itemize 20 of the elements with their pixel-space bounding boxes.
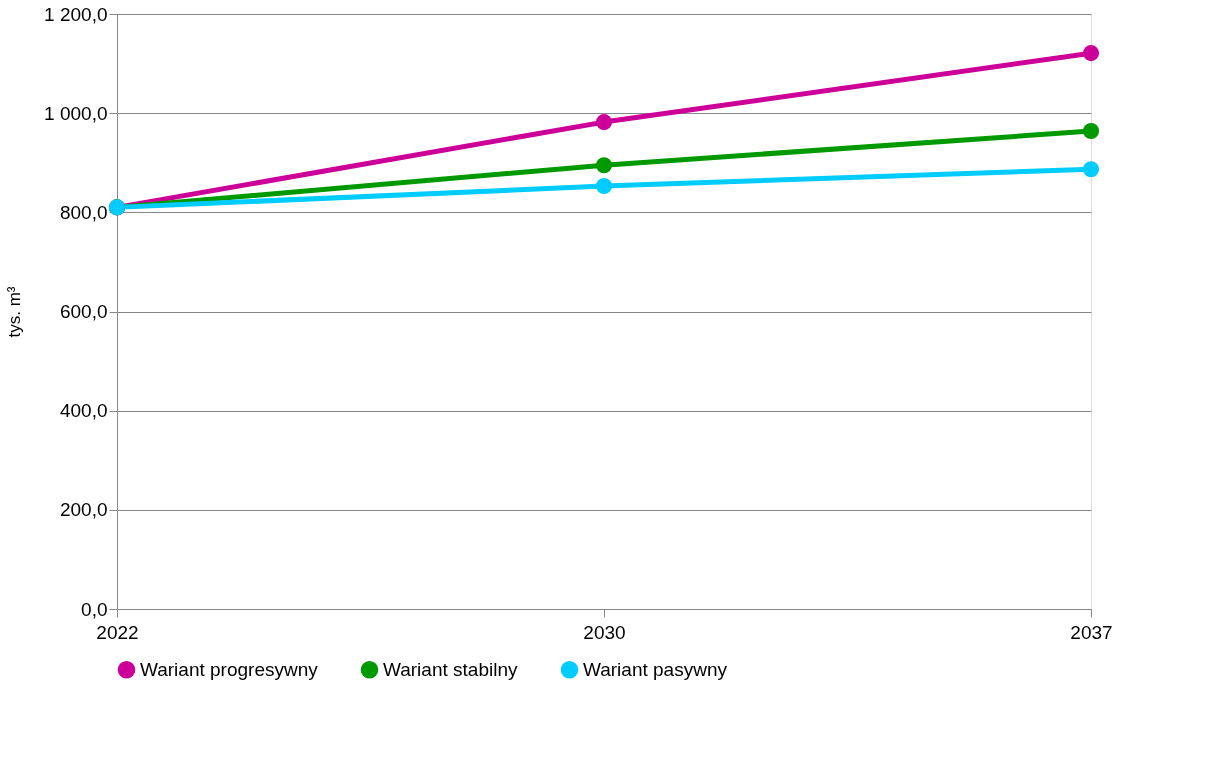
x-tick-label: 2037 — [1070, 621, 1113, 643]
y-tick-label: 1 000,0 — [44, 102, 108, 124]
y-tick-label: 200,0 — [59, 499, 108, 521]
y-tick-label: 600,0 — [59, 301, 108, 322]
y-tick-label: 0,0 — [81, 598, 108, 620]
legend-label: Wariant stabilny — [383, 658, 518, 680]
legend-label: Wariant pasywny — [583, 658, 728, 680]
y-tick-label: 400,0 — [59, 400, 108, 422]
y-axis-title: tys. m³ — [5, 286, 25, 338]
point — [1082, 161, 1100, 178]
y-tick-label: 1 200,0 — [44, 3, 108, 25]
point — [1082, 45, 1100, 62]
point — [595, 157, 613, 174]
point — [1082, 122, 1100, 140]
y-tick-label: 800,0 — [59, 201, 108, 223]
x-tick-label: 2022 — [96, 621, 139, 643]
point — [595, 114, 613, 131]
legend-label: Wariant progresywny — [140, 658, 319, 680]
x-tick-label: 2030 — [583, 621, 626, 643]
point — [595, 178, 613, 195]
